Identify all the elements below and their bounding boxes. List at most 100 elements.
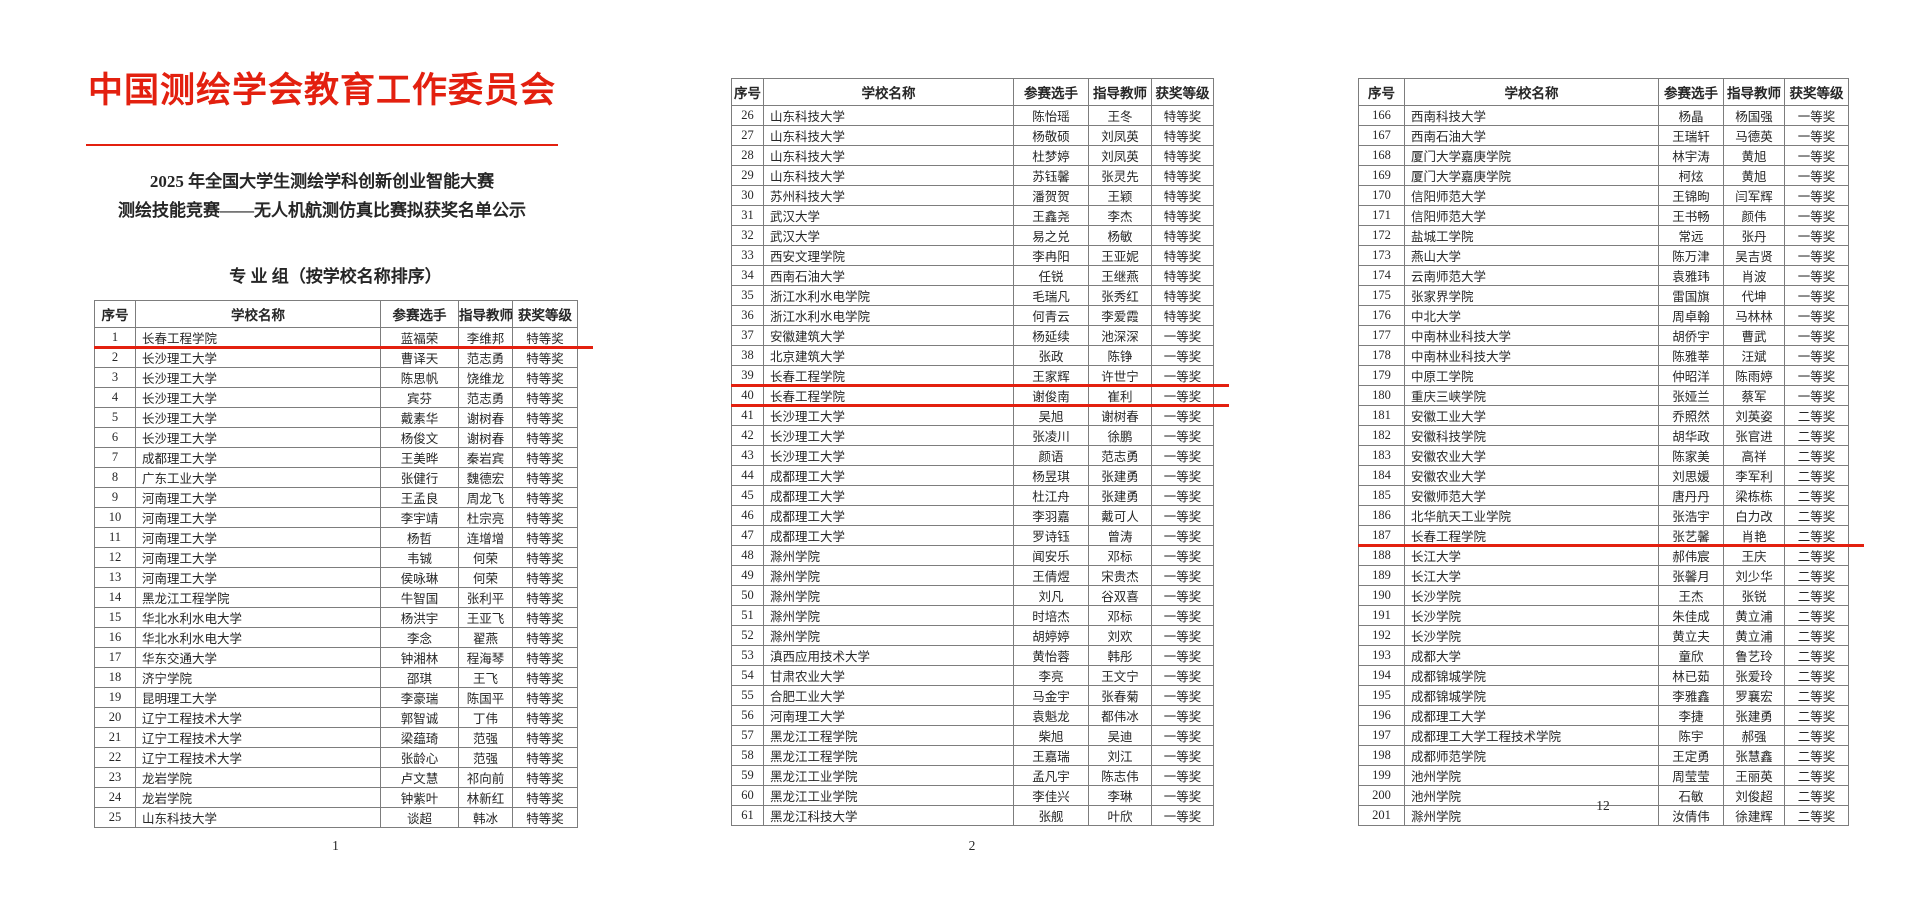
table-row: 44 成都理工大学 杨昱琪 张建勇 一等奖 bbox=[731, 465, 1214, 486]
cell-contestant: 卢文慧 bbox=[380, 767, 459, 788]
cell-school: 滁州学院 bbox=[763, 585, 1014, 606]
table-row: 45 成都理工大学 杜江舟 张建勇 一等奖 bbox=[731, 485, 1214, 506]
cell-school: 河南理工大学 bbox=[135, 507, 381, 528]
cell-teacher: 刘英姿 bbox=[1723, 405, 1785, 426]
cell-school: 辽宁工程技术大学 bbox=[135, 707, 381, 728]
cell-award: 一等奖 bbox=[1784, 105, 1849, 126]
cell-contestant: 陈万津 bbox=[1658, 245, 1724, 266]
cell-award: 二等奖 bbox=[1784, 805, 1849, 826]
cell-teacher: 范强 bbox=[458, 727, 513, 748]
cell-no: 168 bbox=[1358, 145, 1405, 166]
cell-no: 184 bbox=[1358, 465, 1405, 486]
cell-award: 一等奖 bbox=[1151, 525, 1214, 546]
table-row: 56 河南理工大学 袁魁龙 都伟冰 一等奖 bbox=[731, 705, 1214, 726]
cell-award: 一等奖 bbox=[1151, 685, 1214, 706]
cell-school: 池州学院 bbox=[1404, 765, 1659, 786]
cell-award: 一等奖 bbox=[1784, 125, 1849, 146]
cell-award: 一等奖 bbox=[1151, 385, 1214, 406]
cell-teacher: 梁栋栋 bbox=[1723, 485, 1785, 506]
cell-award: 一等奖 bbox=[1151, 365, 1214, 386]
cell-contestant: 陈家美 bbox=[1658, 445, 1724, 466]
table-row: 183 安徽农业大学 陈家美 高祥 二等奖 bbox=[1358, 445, 1849, 466]
cell-no: 30 bbox=[731, 185, 764, 206]
cell-award: 特等奖 bbox=[512, 807, 578, 828]
cell-school: 成都师范学院 bbox=[1404, 745, 1659, 766]
cell-contestant: 侯咏琳 bbox=[380, 567, 459, 588]
table-row: 55 合肥工业大学 马金宇 张春菊 一等奖 bbox=[731, 685, 1214, 706]
cell-award: 二等奖 bbox=[1784, 705, 1849, 726]
cell-teacher: 徐鹏 bbox=[1088, 425, 1152, 446]
cell-teacher: 曾涛 bbox=[1088, 525, 1152, 546]
cell-no: 197 bbox=[1358, 725, 1405, 746]
cell-contestant: 柴旭 bbox=[1013, 725, 1089, 746]
cell-no: 167 bbox=[1358, 125, 1405, 146]
cell-award: 一等奖 bbox=[1151, 805, 1214, 826]
table-row: 53 滇西应用技术大学 黄怡蓉 韩彤 一等奖 bbox=[731, 645, 1214, 666]
cell-contestant: 曹译天 bbox=[380, 347, 459, 368]
table-row: 182 安徽科技学院 胡华政 张官进 二等奖 bbox=[1358, 425, 1849, 446]
table-row: 193 成都大学 童欣 鲁艺玲 二等奖 bbox=[1358, 645, 1849, 666]
cell-award: 特等奖 bbox=[512, 347, 578, 368]
cell-school: 成都理工大学 bbox=[763, 465, 1014, 486]
cell-contestant: 袁魁龙 bbox=[1013, 705, 1089, 726]
cell-contestant: 牛智国 bbox=[380, 587, 459, 608]
cell-school: 张家界学院 bbox=[1404, 285, 1659, 306]
cell-no: 191 bbox=[1358, 605, 1405, 626]
table-row: 191 长沙学院 朱佳成 黄立浦 二等奖 bbox=[1358, 605, 1849, 626]
cell-school: 成都理工大学 bbox=[135, 447, 381, 468]
cell-school: 长春工程学院 bbox=[763, 385, 1014, 406]
cell-award: 一等奖 bbox=[1151, 325, 1214, 346]
table-row: 196 成都理工大学 李捷 张建勇 二等奖 bbox=[1358, 705, 1849, 726]
cell-award: 一等奖 bbox=[1784, 345, 1849, 366]
cell-contestant: 王锦昫 bbox=[1658, 185, 1724, 206]
cell-contestant: 潘贺贺 bbox=[1013, 185, 1089, 206]
cell-teacher: 何荣 bbox=[458, 567, 513, 588]
cell-teacher: 张建勇 bbox=[1723, 705, 1785, 726]
table-row: 13 河南理工大学 侯咏琳 何荣 特等奖 bbox=[94, 567, 578, 588]
cell-contestant: 杨洪宇 bbox=[380, 607, 459, 628]
cell-teacher: 饶维龙 bbox=[458, 367, 513, 388]
table-row: 10 河南理工大学 李宇靖 杜宗亮 特等奖 bbox=[94, 507, 578, 528]
cell-teacher: 李爱霞 bbox=[1088, 305, 1152, 326]
cell-contestant: 苏钰馨 bbox=[1013, 165, 1089, 186]
cell-no: 59 bbox=[731, 765, 764, 786]
cell-school: 黑龙江工业学院 bbox=[763, 785, 1014, 806]
table-row: 171 信阳师范大学 王书畅 颜伟 一等奖 bbox=[1358, 205, 1849, 226]
section-heading: 专 业 组（按学校名称排序） bbox=[229, 267, 442, 286]
cell-no: 190 bbox=[1358, 585, 1405, 606]
table-row: 188 长江大学 郝伟宸 王庆 二等奖 bbox=[1358, 545, 1849, 566]
cell-award: 特等奖 bbox=[512, 407, 578, 428]
cell-award: 二等奖 bbox=[1784, 665, 1849, 686]
cell-contestant: 陈宇 bbox=[1658, 725, 1724, 746]
table-row: 31 武汉大学 王鑫尧 李杰 特等奖 bbox=[731, 205, 1214, 226]
table-row: 6 长沙理工大学 杨俊文 谢树春 特等奖 bbox=[94, 427, 578, 448]
cell-no: 6 bbox=[94, 427, 136, 448]
table-row: 177 中南林业科技大学 胡侨宇 曹武 一等奖 bbox=[1358, 325, 1849, 346]
cell-school: 黑龙江工程学院 bbox=[135, 587, 381, 608]
awards-table-page-2: 序号 学校名称 参赛选手 指导教师 获奖等级 26 山东科技大学 陈怡瑶 王冬 特等奖 2… bbox=[731, 78, 1214, 826]
cell-award: 一等奖 bbox=[1784, 305, 1849, 326]
cell-no: 198 bbox=[1358, 745, 1405, 766]
cell-teacher: 李军利 bbox=[1723, 465, 1785, 486]
cell-contestant: 戴素华 bbox=[380, 407, 459, 428]
cell-no: 15 bbox=[94, 607, 136, 628]
cell-no: 193 bbox=[1358, 645, 1405, 666]
table-row: 190 长沙学院 王杰 张锐 二等奖 bbox=[1358, 585, 1849, 606]
table-header-row: 序号 学校名称 参赛选手 指导教师 获奖等级 bbox=[1358, 78, 1849, 106]
cell-contestant: 韦铖 bbox=[380, 547, 459, 568]
cell-teacher: 韩彤 bbox=[1088, 645, 1152, 666]
cell-contestant: 袁雅玮 bbox=[1658, 265, 1724, 286]
cell-award: 一等奖 bbox=[1151, 425, 1214, 446]
cell-award: 特等奖 bbox=[512, 427, 578, 448]
cell-contestant: 梁蕴琦 bbox=[380, 727, 459, 748]
cell-award: 一等奖 bbox=[1151, 645, 1214, 666]
cell-no: 52 bbox=[731, 625, 764, 646]
highlight-underline bbox=[94, 346, 593, 349]
cell-award: 一等奖 bbox=[1151, 605, 1214, 626]
cell-contestant: 罗诗钰 bbox=[1013, 525, 1089, 546]
cell-award: 一等奖 bbox=[1784, 325, 1849, 346]
cell-no: 16 bbox=[94, 627, 136, 648]
cell-contestant: 李豪瑞 bbox=[380, 687, 459, 708]
cell-contestant: 朱佳成 bbox=[1658, 605, 1724, 626]
cell-award: 二等奖 bbox=[1784, 525, 1849, 546]
